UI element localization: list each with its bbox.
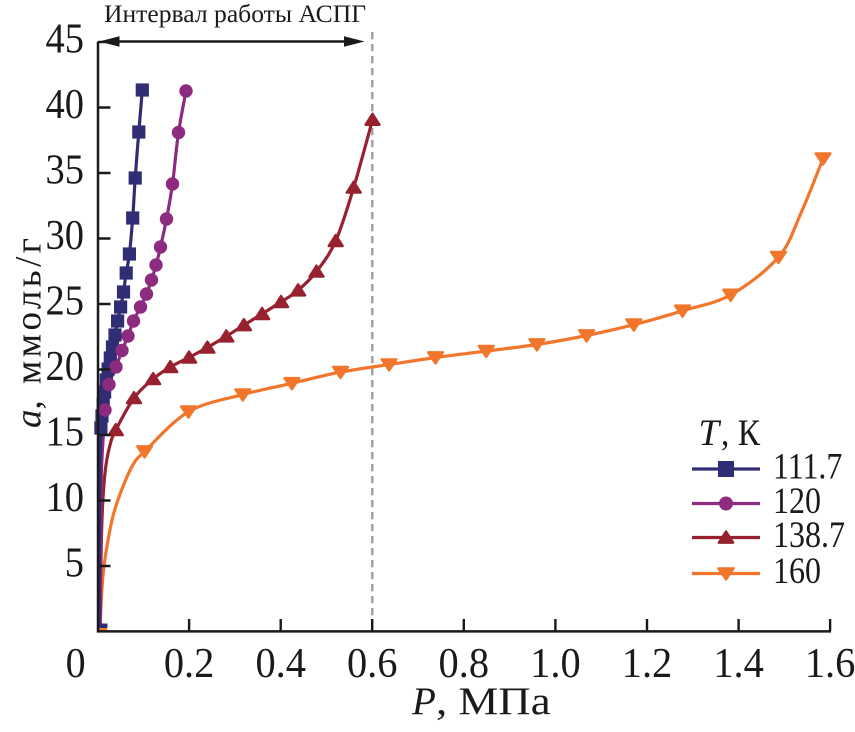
svg-text:45: 45 — [46, 17, 85, 63]
svg-text:10: 10 — [46, 475, 85, 521]
svg-text:T: T — [699, 413, 722, 454]
svg-text:30: 30 — [46, 213, 85, 259]
svg-text:0.2: 0.2 — [164, 641, 215, 687]
svg-text:1.4: 1.4 — [713, 641, 764, 687]
svg-text:15: 15 — [46, 410, 85, 456]
svg-text:0.4: 0.4 — [255, 641, 306, 687]
svg-text:120: 120 — [773, 481, 821, 522]
svg-text:1.0: 1.0 — [530, 641, 581, 687]
svg-text:0: 0 — [66, 641, 86, 687]
svg-text:20: 20 — [46, 344, 85, 390]
svg-text:1.2: 1.2 — [622, 641, 673, 687]
svg-text:5: 5 — [65, 541, 84, 587]
svg-text:P: P — [411, 680, 436, 723]
svg-text:40: 40 — [46, 82, 85, 128]
svg-text:111.7: 111.7 — [773, 447, 842, 488]
svg-text:1.6: 1.6 — [805, 641, 855, 687]
svg-text:25: 25 — [46, 279, 85, 325]
svg-text:35: 35 — [46, 148, 85, 194]
svg-text:Интервал работы АСПГ: Интервал работы АСПГ — [104, 1, 366, 28]
svg-text:, К: , К — [721, 413, 760, 454]
svg-text:, МПа: , МПа — [436, 680, 551, 723]
svg-text:, ммоль/г: , ммоль/г — [9, 238, 50, 410]
svg-text:0.8: 0.8 — [439, 641, 490, 687]
svg-text:a: a — [9, 410, 50, 429]
svg-text:0.6: 0.6 — [347, 641, 398, 687]
svg-text:160: 160 — [773, 551, 821, 592]
svg-text:138.7: 138.7 — [773, 515, 845, 556]
